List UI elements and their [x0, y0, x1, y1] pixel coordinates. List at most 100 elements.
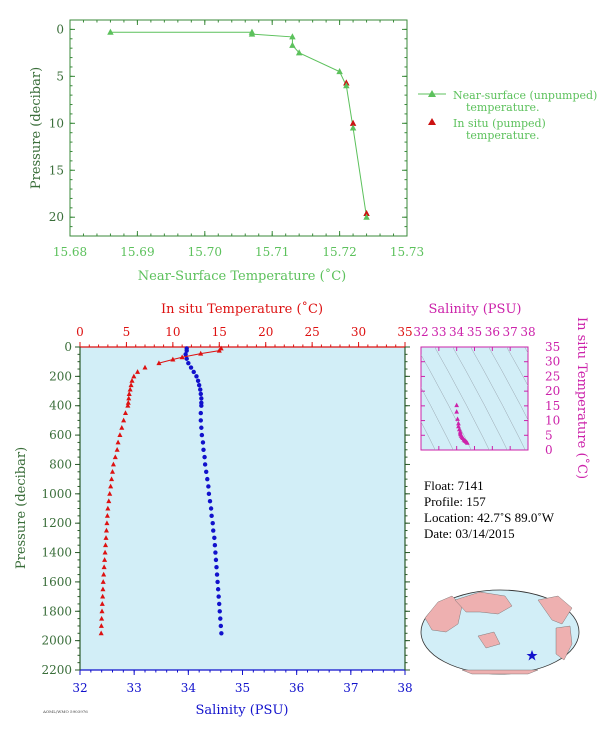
salinity-point	[199, 425, 204, 430]
temperature-point	[109, 468, 116, 474]
density-contour	[470, 347, 526, 450]
temperature-point	[122, 410, 129, 416]
salinity-point	[196, 382, 202, 388]
ts-x-tick-label: 35	[467, 325, 482, 339]
y-tick-label: 15	[49, 163, 64, 177]
salinity-point	[199, 403, 204, 408]
temperature-point	[126, 395, 132, 401]
salinity-point	[199, 396, 204, 401]
near-surface-chart: 15.68 15.69 15.70 15.71 15.72 15.73 05101520 …	[29, 19, 597, 284]
salinity-point	[213, 550, 218, 555]
float-location-star-icon	[526, 650, 538, 661]
pressure-tick-label: 1800	[41, 604, 72, 618]
temperature-tick-label: 5	[123, 325, 131, 339]
temperature-point	[99, 615, 105, 621]
data-point	[289, 41, 296, 48]
salinity-point	[201, 447, 206, 452]
temperature-point	[100, 593, 106, 599]
ts-y-tick-label: 20	[545, 384, 560, 398]
temperature-point	[127, 386, 133, 392]
temperature-point	[99, 601, 105, 606]
salinity-point	[194, 374, 199, 379]
temperature-point	[131, 373, 137, 379]
salinity-point	[214, 572, 220, 577]
salinity-point	[209, 513, 214, 519]
salinity-point	[198, 387, 203, 392]
salinity-point	[215, 587, 221, 592]
temperature-point	[135, 369, 141, 374]
ts-y-tick-label: 30	[545, 355, 560, 369]
footer-code: AOML/WMO 5903976	[42, 709, 88, 714]
temperature-point	[170, 356, 176, 362]
ts-y-tick-label: 5	[545, 428, 553, 442]
ts-y-tick-label: 35	[545, 340, 560, 354]
pressure-tick-label: 1400	[41, 546, 72, 560]
y-tick-label: 0	[56, 22, 64, 36]
salinity-tick-label: 36	[289, 681, 304, 695]
temperature-point	[128, 382, 134, 388]
pressure-tick-label: 600	[49, 428, 72, 442]
y-tick-label: 20	[49, 210, 64, 224]
data-point	[248, 30, 256, 37]
temperature-point	[100, 579, 106, 584]
salinity-point	[188, 365, 194, 370]
x-tick-label: 15.71	[255, 245, 289, 259]
temperature-point	[121, 417, 127, 423]
map-land-africa	[424, 595, 463, 633]
temperature-point	[119, 424, 125, 430]
temperature-tick-label: 30	[351, 325, 366, 339]
float-id: Float: 7141	[424, 478, 484, 493]
pressure-tick-label: 2000	[41, 634, 72, 648]
salinity-point	[208, 506, 214, 511]
map-land-asia	[454, 591, 513, 615]
temperature-point	[115, 439, 121, 445]
salinity-point	[217, 601, 222, 607]
pressure-tick-label: 1600	[41, 575, 72, 589]
legend-marker-unpumped	[428, 90, 436, 97]
salinity-point	[218, 616, 223, 621]
pressure-tick-label: 200	[49, 369, 72, 383]
salinity-point	[202, 462, 208, 467]
salinity-point	[200, 440, 206, 445]
salinity-point	[206, 491, 212, 497]
salinity-point	[198, 410, 203, 416]
salinity-point	[206, 484, 211, 489]
temperature-point	[103, 542, 109, 548]
temperature-point	[216, 347, 222, 353]
salinity-point	[217, 609, 222, 614]
x-tick-label: 15.73	[390, 245, 424, 259]
ts-point	[456, 420, 461, 426]
world-map	[420, 589, 580, 675]
ts-point	[465, 440, 470, 445]
ts-temperature-label: In situ Temperature (˚C)	[574, 317, 590, 479]
salinity-axis-label: Salinity (PSU)	[196, 703, 289, 718]
ts-plot-area	[420, 346, 529, 451]
pressure-tick-label: 0	[64, 340, 72, 354]
float-location: Location: 42.7˚S 89.0˚W	[424, 510, 554, 525]
temperature-tick-label: 20	[258, 325, 273, 339]
ts-y-tick-label: 15	[545, 399, 560, 413]
salinity-tick-label: 32	[72, 681, 87, 695]
data-point	[349, 124, 357, 131]
profile-plot-area	[80, 347, 405, 670]
temperature-point	[109, 476, 115, 482]
data-point	[107, 28, 114, 35]
temperature-tick-label: 10	[165, 325, 180, 339]
salinity-point	[186, 360, 191, 366]
near-surface-series	[107, 28, 370, 220]
temperature-point	[99, 608, 105, 614]
legend-label-pumped-1: In situ (pumped)	[453, 117, 546, 130]
density-contour	[452, 347, 508, 450]
ts-x-tick-label: 34	[449, 325, 465, 339]
temperature-point	[103, 535, 109, 540]
ts-series	[454, 402, 470, 445]
ts-salinity-label: Salinity (PSU)	[429, 302, 522, 317]
temperature-point	[129, 377, 135, 383]
temperature-point	[156, 360, 162, 366]
salinity-tick-label: 34	[181, 681, 197, 695]
legend-label-unpumped-1: Near-surface (unpumped)	[453, 89, 597, 102]
salinity-point	[210, 520, 215, 526]
salinity-point	[198, 391, 203, 397]
